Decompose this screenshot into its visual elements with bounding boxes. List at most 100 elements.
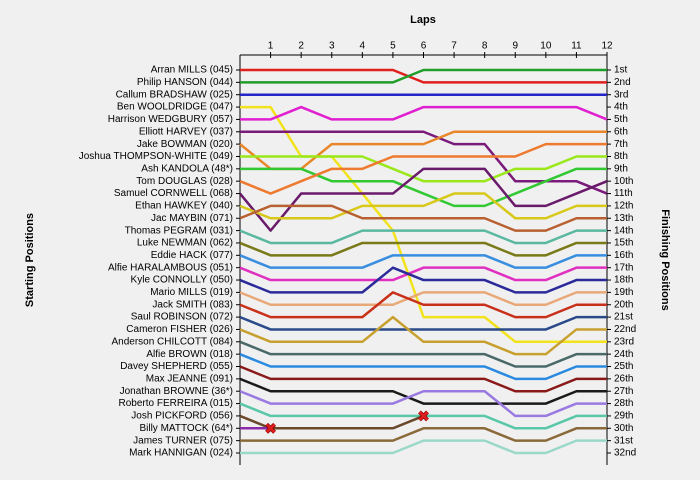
series-line	[240, 68, 607, 84]
finishing-label: 7th	[614, 139, 628, 150]
series-label: Mark HANNIGAN (024)	[129, 448, 233, 459]
series-line	[239, 167, 608, 232]
finishing-label: 12th	[614, 201, 633, 212]
finishing-label: 14th	[614, 225, 633, 236]
x-tick-label: 3	[329, 41, 335, 52]
series-label: Luke NEWMAN (062)	[137, 238, 233, 249]
finishing-label: 18th	[614, 275, 633, 286]
series-label: Ash KANDOLA (48*)	[141, 163, 233, 174]
series-line	[240, 105, 608, 121]
series-label: James TURNER (075)	[133, 435, 233, 446]
finishing-label: 30th	[614, 423, 633, 434]
retired-marker-part	[265, 423, 276, 434]
finishing-label: 10th	[614, 176, 633, 187]
series-label: Josh PICKFORD (056)	[131, 411, 233, 422]
finishing-label: 13th	[614, 213, 633, 224]
series-label: Jake BOWMAN (020)	[137, 139, 233, 150]
series-line	[239, 266, 607, 282]
x-tick-label: 1	[268, 41, 274, 52]
series-label: Jonathan BROWNE (36*)	[120, 386, 233, 397]
series-label: Samuel CORNWELL (068)	[114, 188, 233, 199]
series-label: Max JEANNE (091)	[146, 374, 233, 385]
finishing-label: 9th	[614, 163, 628, 174]
y-axis-label: Starting Positions	[24, 213, 36, 307]
series-line	[239, 142, 607, 195]
series-label: Elliott HARVEY (037)	[139, 126, 233, 137]
x-tick-label: 11	[571, 41, 582, 52]
retired-marker-part	[418, 411, 429, 421]
series-label: Philip HANSON (044)	[137, 77, 233, 88]
finishing-label: 25th	[614, 361, 633, 372]
finishing-label: 20th	[614, 299, 633, 310]
series-line	[239, 229, 607, 245]
series-label: Alfie BROWN (018)	[146, 349, 233, 360]
series-label: Jack SMITH (083)	[152, 299, 233, 310]
series-label: Jac MAYBIN (071)	[151, 213, 233, 224]
series-line	[239, 389, 607, 418]
y2-axis-label: Finishing Positions	[659, 209, 671, 310]
series-line	[239, 254, 607, 269]
finishing-label: 26th	[614, 374, 633, 385]
series-line	[239, 340, 607, 368]
series-label: Thomas PEGRAM (031)	[125, 225, 233, 236]
retired-marker	[418, 410, 429, 422]
series-label: Tom DOUGLAS (028)	[136, 176, 233, 187]
series-line	[239, 365, 607, 393]
finishing-label: 2nd	[614, 77, 631, 88]
series-label: Ethan HAWKEY (040)	[135, 201, 233, 212]
series-line	[239, 241, 607, 257]
series-label: Cameron FISHER (026)	[126, 324, 233, 335]
x-tick-label: 4	[360, 41, 366, 52]
finishing-label: 29th	[614, 411, 633, 422]
series-line	[239, 266, 607, 294]
finishing-label: 4th	[614, 102, 628, 113]
finishing-label: 21st	[614, 312, 633, 323]
series-line	[239, 377, 607, 405]
finishing-label: 6th	[614, 126, 628, 137]
finishing-label: 27th	[614, 386, 633, 397]
finishing-label: 22nd	[614, 324, 636, 335]
series-line	[239, 204, 607, 232]
finishing-label: 19th	[614, 287, 633, 298]
finishing-label: 28th	[614, 398, 633, 409]
series-line	[239, 353, 607, 381]
retired-marker	[265, 422, 276, 434]
finishing-label: 16th	[614, 250, 633, 261]
x-tick-label: 7	[451, 41, 457, 52]
series-label: Ben WOOLDRIDGE (047)	[117, 102, 233, 113]
finishing-label: 5th	[614, 114, 628, 125]
finishing-label: 32nd	[614, 448, 636, 459]
series-label: Kyle CONNOLLY (050)	[131, 275, 233, 286]
series-label: Billy MATTOCK (64*)	[139, 423, 233, 434]
series-line	[239, 315, 607, 356]
x-tick-label: 10	[540, 41, 552, 52]
series-line	[240, 439, 607, 455]
series-line	[240, 155, 607, 183]
finishing-label: 15th	[614, 238, 633, 249]
series-label: Saul ROBINSON (072)	[131, 312, 233, 323]
series-label: Callum BRADSHAW (025)	[116, 89, 233, 100]
series-label: Davey SHEPHERD (055)	[120, 361, 233, 372]
series-label: Eddie HACK (077)	[151, 250, 233, 261]
series-line	[240, 427, 607, 442]
finishing-label: 24th	[614, 349, 633, 360]
series-label: Harrison WEDGBURY (057)	[108, 114, 233, 125]
finishing-label: 11th	[614, 188, 633, 199]
finishing-label: 23rd	[614, 336, 634, 347]
series-line	[239, 291, 607, 319]
series-label: Anderson CHILCOTT (084)	[111, 336, 233, 347]
series-line	[239, 291, 607, 306]
finishing-label: 31st	[614, 435, 633, 446]
finishing-label: 3rd	[614, 89, 628, 100]
finishing-label: 17th	[614, 262, 633, 273]
x-tick-label: 12	[601, 41, 613, 52]
series-label: Joshua THOMPSON-WHITE (049)	[79, 151, 233, 162]
series-line	[240, 167, 607, 208]
x-tick-label: 9	[512, 41, 518, 52]
series-label: Alfie HARALAMBOUS (051)	[108, 262, 233, 273]
series-label: Arran MILLS (045)	[151, 65, 233, 76]
x-tick-label: 8	[482, 41, 488, 52]
series-line	[240, 68, 607, 84]
